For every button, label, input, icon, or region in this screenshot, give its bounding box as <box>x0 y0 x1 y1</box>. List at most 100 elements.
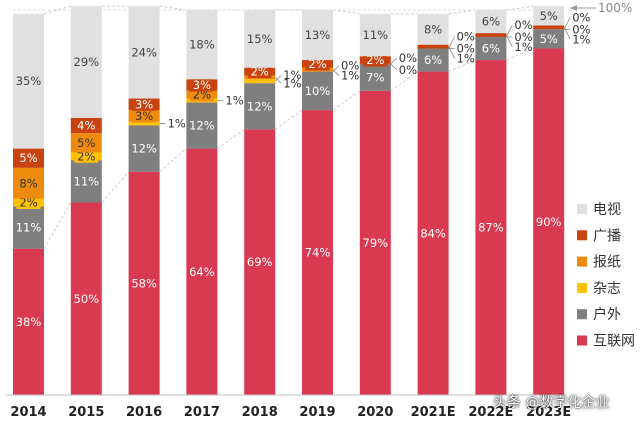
segment-value-label: 12% <box>247 99 273 113</box>
segment-value-label: 84% <box>420 226 446 240</box>
bar-segment <box>417 44 449 49</box>
callout-line <box>274 74 282 82</box>
callout-line <box>390 63 398 71</box>
segment-value-label: 2% <box>366 53 384 67</box>
bar-segment <box>533 48 565 395</box>
segment-value-label: 90% <box>536 215 562 229</box>
outside-value-label: 1% <box>572 32 590 46</box>
bar-segment <box>475 10 507 34</box>
segment-value-label: 64% <box>189 265 215 279</box>
x-tick-label: 2021E <box>411 405 456 420</box>
bar-segment <box>186 148 218 395</box>
x-tick-label: 2023E <box>526 405 571 420</box>
bar-segment <box>13 206 44 249</box>
x-tick-label: 2016 <box>126 405 162 420</box>
segment-value-label: 50% <box>74 292 100 306</box>
callout-line <box>274 77 282 84</box>
segment-value-label: 5% <box>19 151 37 165</box>
watermark: 头条 @数字化企业 <box>493 395 610 411</box>
segment-label-box <box>132 109 157 123</box>
x-tick-label: 2017 <box>184 405 220 420</box>
bar-segment <box>417 48 449 72</box>
legend-label: 杂志 <box>593 281 621 297</box>
bar-segment <box>302 10 333 61</box>
bar-segment <box>302 110 333 395</box>
bar-segment <box>359 90 391 395</box>
segment-value-label: 5% <box>540 9 558 23</box>
segment-label-box <box>363 53 388 67</box>
segment-value-label: 35% <box>16 74 42 88</box>
callout-line <box>563 27 571 40</box>
segment-value-label: 15% <box>247 32 273 46</box>
outside-value-label: 1% <box>514 40 532 54</box>
segment-value-label: 3% <box>135 97 153 111</box>
bar-segment <box>475 60 507 396</box>
bar-segment <box>359 63 391 91</box>
segment-value-label: 11% <box>16 221 42 235</box>
legend-swatch <box>577 256 587 267</box>
segment-value-label: 13% <box>305 28 331 42</box>
callout-line <box>448 36 455 49</box>
bar-segment <box>186 102 218 149</box>
callout-line <box>448 46 455 59</box>
bar-segment <box>244 83 276 130</box>
bar-segment <box>475 36 507 61</box>
callout-line <box>332 69 340 76</box>
segment-value-label: 3% <box>135 109 153 123</box>
segment-value-label: 10% <box>305 84 331 98</box>
x-tick-label: 2022E <box>468 405 513 420</box>
callout-line <box>506 24 513 38</box>
bar-segment <box>417 13 449 45</box>
segment-value-label: 79% <box>363 236 389 250</box>
segment-value-label: 2% <box>251 65 269 79</box>
bar-segment <box>128 171 160 395</box>
segment-value-label: 87% <box>478 221 504 235</box>
segment-value-label: 12% <box>189 119 215 133</box>
x-tick-label: 2015 <box>68 405 104 420</box>
outside-value-label: 1% <box>457 52 475 66</box>
arrow-left-icon <box>570 5 577 11</box>
segment-value-label: 74% <box>305 246 331 260</box>
outside-value-label: 0% <box>457 30 475 44</box>
x-tick-label: 2020 <box>357 405 393 420</box>
outside-value-label: 1% <box>283 68 301 82</box>
segment-value-label: 2% <box>77 149 95 163</box>
legend-swatch <box>577 309 587 320</box>
segment-value-label: 38% <box>16 315 42 329</box>
segment-value-label: 11% <box>363 28 389 42</box>
connector-line <box>101 171 129 203</box>
callout-line <box>506 34 513 48</box>
segment-label-box <box>247 65 272 79</box>
bar-segment <box>128 6 160 99</box>
legend-swatch <box>577 335 587 346</box>
outside-value-label: 0% <box>399 51 417 65</box>
segment-label-box <box>305 57 330 71</box>
bar-segment <box>70 117 102 134</box>
segment-value-label: 7% <box>366 70 384 84</box>
connector-line <box>332 9 360 15</box>
bar-segment <box>533 25 565 30</box>
legend-swatch <box>577 282 587 293</box>
segment-value-label: 2% <box>19 196 37 210</box>
legend-label: 广播 <box>593 228 621 244</box>
segment-value-label: 58% <box>131 276 157 290</box>
bar-segment <box>128 125 160 172</box>
bar-segment <box>13 167 44 199</box>
bar-segment <box>302 71 333 111</box>
legend-label: 互联网 <box>593 334 635 350</box>
segment-value-label: 6% <box>424 53 442 67</box>
legend-label: 户外 <box>593 306 621 323</box>
bar-segment <box>70 202 102 395</box>
bar-segment <box>70 133 102 153</box>
outside-value-label: 1% <box>283 76 301 90</box>
connector-line <box>448 9 476 15</box>
outside-value-label: 0% <box>457 42 475 56</box>
segment-value-label: 8% <box>19 176 37 190</box>
segment-label-box <box>132 97 157 111</box>
outside-value-label: 0% <box>399 63 417 77</box>
segment-value-label: 29% <box>74 55 100 69</box>
connector-line <box>159 148 187 173</box>
segment-value-label: 24% <box>131 45 157 59</box>
